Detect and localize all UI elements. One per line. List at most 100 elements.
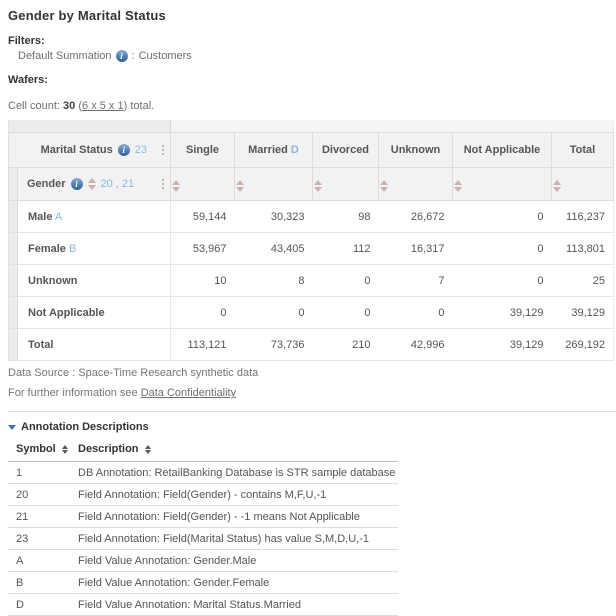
annotation-symbol: 21 <box>8 505 70 528</box>
sort-unknown[interactable] <box>378 167 453 201</box>
annotation-ref-D[interactable]: D <box>290 144 299 156</box>
gender-header-row: Gender i 20 , 21 <box>8 167 614 201</box>
data-cell: 98 <box>312 200 379 233</box>
data-cell: 16,317 <box>378 232 453 265</box>
annotation-description: Field Annotation: Field(Gender) - contai… <box>70 483 398 506</box>
data-cell: 43,405 <box>234 232 313 265</box>
column-header-not-applicable[interactable]: Not Applicable <box>452 132 552 168</box>
annotation-row: 21 Field Annotation: Field(Gender) - -1 … <box>8 505 398 528</box>
annotation-symbol: D <box>8 593 70 616</box>
data-cell: 113,121 <box>170 328 235 361</box>
sort-icon <box>236 180 244 192</box>
annotation-ref-A[interactable]: A <box>54 210 63 223</box>
annotation-descriptions-toggle[interactable]: Annotation Descriptions <box>8 421 616 433</box>
cell-count-suffix: total. <box>130 100 155 112</box>
annotation-description: DB Annotation: RetailBanking Database is… <box>70 461 398 484</box>
data-cell: 10 <box>170 264 235 297</box>
table-row-unknown: Unknown 10 8 0 7 0 25 <box>8 264 614 297</box>
hierarchy-gutter <box>8 167 18 201</box>
data-cell: 39,129 <box>452 296 552 329</box>
data-cell: 8 <box>234 264 313 297</box>
info-icon[interactable]: i <box>115 50 128 62</box>
annotation-refs-20-21[interactable]: 20 , 21 <box>100 178 135 190</box>
sort-total[interactable] <box>551 167 614 201</box>
sort-divorced[interactable] <box>312 167 379 201</box>
wafers-section-label: Wafers: <box>8 74 48 86</box>
annotation-symbol: 20 <box>8 483 70 506</box>
data-cell: 0 <box>452 264 552 297</box>
filter-colon: : <box>131 50 135 62</box>
data-cell: 269,192 <box>551 328 614 361</box>
data-confidentiality-link[interactable]: Data Confidentiality <box>140 387 237 399</box>
cell-count-prefix: Cell count: <box>8 100 60 112</box>
row-dimension-header[interactable]: Marital Status i 23 <box>8 132 171 168</box>
kebab-menu-icon[interactable] <box>162 145 164 155</box>
crosstab-table: Marital Status i 23 Single Married D Div… <box>8 120 614 361</box>
col-dimension-header[interactable]: Gender i 20 , 21 <box>17 167 171 201</box>
filter-item: Default Summation i : Customers <box>8 50 616 62</box>
annotation-description: Field Annotation: Field(Gender) - -1 mea… <box>70 505 398 528</box>
paren-open: ( <box>78 100 83 112</box>
column-header-married[interactable]: Married D <box>234 132 313 168</box>
column-header-total[interactable]: Total <box>551 132 614 168</box>
filters-section-label: Filters: <box>8 35 45 47</box>
annotation-description: Field Annotation: Field(Marital Status) … <box>70 527 398 550</box>
annotation-row: 1 DB Annotation: RetailBanking Database … <box>8 461 398 484</box>
hierarchy-gutter <box>8 200 18 233</box>
filter-name: Default Summation <box>18 50 112 62</box>
data-cell: 112 <box>312 232 379 265</box>
data-cell: 0 <box>312 264 379 297</box>
annotation-row: B Field Value Annotation: Gender.Female <box>8 571 398 594</box>
annotation-row: D Field Value Annotation: Marital Status… <box>8 593 398 616</box>
column-header-single[interactable]: Single <box>170 132 235 168</box>
sort-icon[interactable] <box>87 178 96 190</box>
sort-icon[interactable] <box>144 444 151 454</box>
annotation-ref-B[interactable]: B <box>68 242 77 255</box>
page-title: Gender by Marital Status <box>8 8 166 23</box>
hierarchy-gutter <box>8 264 18 297</box>
row-dimension-name: Marital Status <box>40 144 113 156</box>
filter-value: Customers <box>138 50 192 62</box>
data-cell: 0 <box>452 232 552 265</box>
sort-married[interactable] <box>234 167 313 201</box>
info-icon[interactable]: i <box>117 144 130 156</box>
sort-single[interactable] <box>170 167 235 201</box>
cell-count-link[interactable]: 6 x 5 x 1 <box>82 100 124 112</box>
info-icon[interactable]: i <box>70 178 83 190</box>
data-cell: 39,129 <box>452 328 552 361</box>
row-label: Unknown <box>17 264 171 297</box>
annotation-ref-23[interactable]: 23 <box>134 144 147 156</box>
symbol-column-header[interactable]: Symbol <box>8 438 70 462</box>
data-cell: 210 <box>312 328 379 361</box>
column-header-unknown[interactable]: Unknown <box>378 132 453 168</box>
section-divider <box>8 411 616 412</box>
kebab-menu-icon[interactable] <box>162 179 164 189</box>
sort-icon <box>454 180 462 192</box>
data-cell: 42,996 <box>378 328 453 361</box>
annotation-symbol: 23 <box>8 527 70 550</box>
data-cell: 25 <box>551 264 614 297</box>
sort-icon <box>172 180 180 192</box>
description-column-header[interactable]: Description <box>70 438 398 462</box>
collapse-triangle-icon <box>8 424 16 430</box>
cell-count-value: 30 <box>63 100 76 112</box>
annotation-description: Field Value Annotation: Marital Status.M… <box>70 593 398 616</box>
sort-icon <box>553 180 561 192</box>
hierarchy-gutter <box>8 232 18 265</box>
column-header-divorced[interactable]: Divorced <box>312 132 379 168</box>
data-cell: 7 <box>378 264 453 297</box>
data-cell: 0 <box>312 296 379 329</box>
sort-not-applicable[interactable] <box>452 167 552 201</box>
annotation-symbol: B <box>8 571 70 594</box>
annotation-description: Field Value Annotation: Gender.Female <box>70 571 398 594</box>
table-row-total: Total 113,121 73,736 210 42,996 39,129 2… <box>8 328 614 361</box>
sort-icon[interactable] <box>61 444 68 454</box>
data-cell: 53,967 <box>170 232 235 265</box>
paren-close: ) <box>123 100 128 112</box>
annotation-header-row: Symbol Description <box>8 438 398 462</box>
strip-left <box>8 120 171 133</box>
row-label: Total <box>17 328 171 361</box>
annotation-symbol: 1 <box>8 461 70 484</box>
data-cell: 73,736 <box>234 328 313 361</box>
data-source-note: Data Source : Space-Time Research synthe… <box>8 367 259 379</box>
